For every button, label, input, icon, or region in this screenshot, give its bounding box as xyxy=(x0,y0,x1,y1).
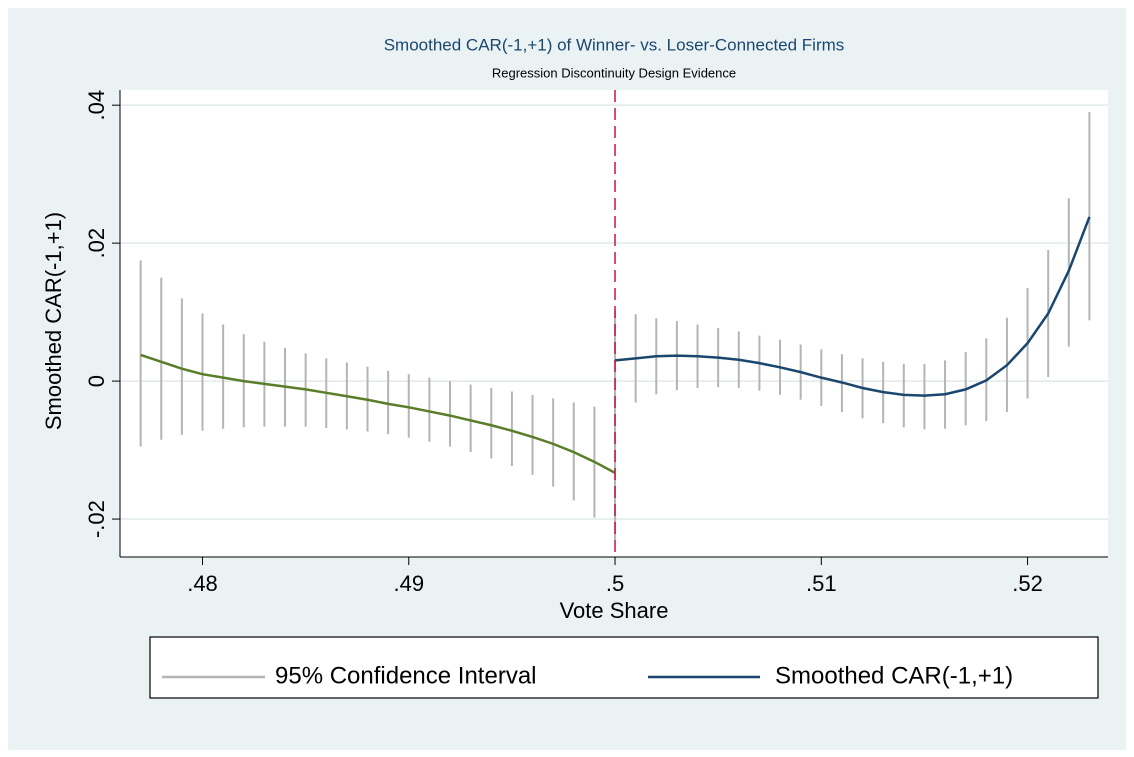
plot-layer: -.02 0 .02 .04 .48 .49 .5 .51 .52 95% Confidence … xyxy=(84,90,1108,689)
chart-title: Smoothed CAR(-1,+1) of Winner- vs. Loser… xyxy=(384,35,845,54)
fit-line xyxy=(140,353,616,474)
y-tick-label: -.02 xyxy=(84,500,109,538)
y-axis-label: Smoothed CAR(-1,+1) xyxy=(41,212,66,430)
legend-label: 95% Confidence Interval xyxy=(275,662,537,689)
x-tick-label: .5 xyxy=(606,571,624,596)
x-tick-label: .51 xyxy=(806,571,837,596)
y-tick-label: .04 xyxy=(84,90,109,121)
x-tick-label: .49 xyxy=(393,571,424,596)
x-tick-label: .52 xyxy=(1012,571,1043,596)
legend-box xyxy=(149,636,1099,699)
x-axis-label: Vote Share xyxy=(560,598,669,623)
legend-label: Smoothed CAR(-1,+1) xyxy=(775,662,1013,689)
chart-subtitle: Regression Discontinuity Design Evidence xyxy=(492,65,736,80)
y-tick-label: .02 xyxy=(84,228,109,259)
x-tick-label: .48 xyxy=(187,571,218,596)
fit-line xyxy=(614,216,1091,397)
y-tick-label: 0 xyxy=(84,375,109,387)
plot-area xyxy=(120,90,1108,557)
